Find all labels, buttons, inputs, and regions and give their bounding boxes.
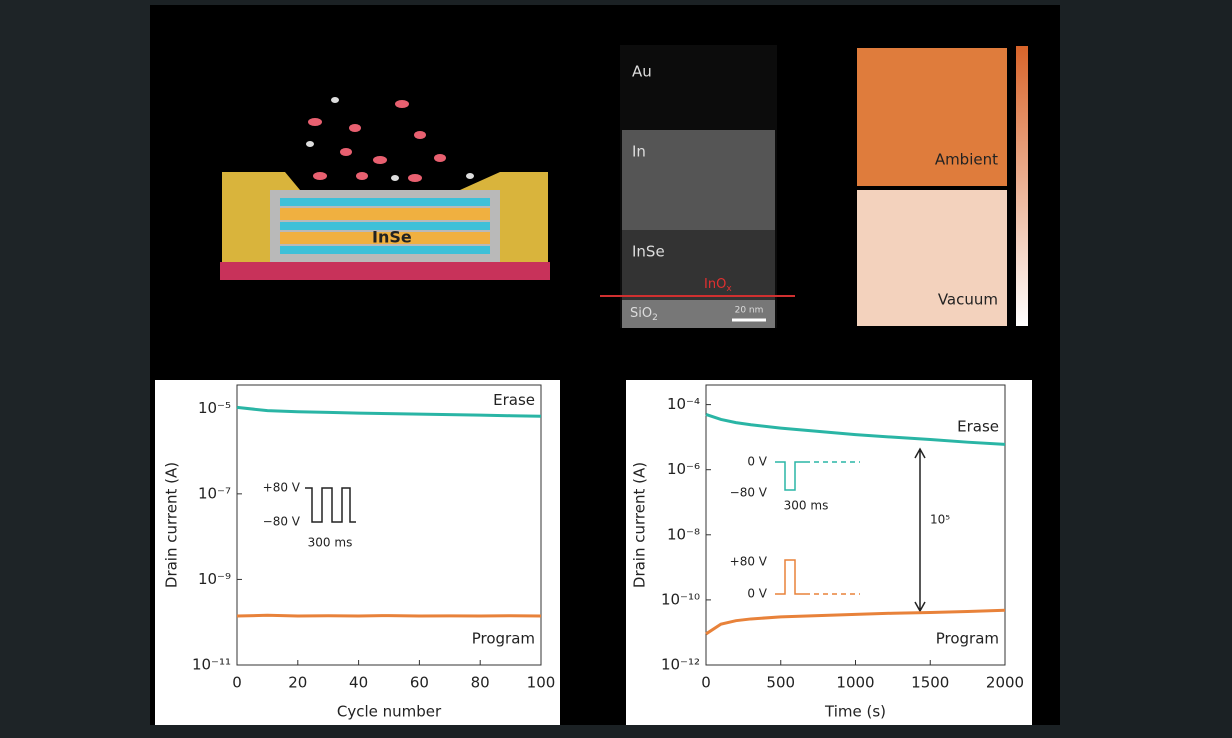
tem-image: Au In InSe InOx SiO2 20 nm: [600, 45, 795, 328]
x-tick-label: 60: [410, 674, 429, 692]
y-tick-label: 10⁻⁴: [667, 395, 700, 413]
series-label: Program: [936, 630, 999, 648]
annotation: 0 V: [747, 455, 767, 469]
layer-label: InSe: [632, 243, 665, 261]
annotation: 300 ms: [308, 536, 353, 550]
y-axis-title: Drain current (A): [163, 462, 181, 588]
x-axis-title: Cycle number: [337, 703, 442, 721]
material-label: InSe: [372, 228, 412, 247]
x-tick-label: 1000: [836, 674, 874, 692]
y-axis-title: Drain current (A): [631, 462, 649, 588]
map-label: Vacuum: [938, 291, 998, 309]
x-tick-label: 2000: [986, 674, 1024, 692]
x-tick-label: 80: [471, 674, 490, 692]
x-tick-label: 20: [288, 674, 307, 692]
annotation: +80 V: [263, 481, 301, 495]
oxide-sub: x: [726, 284, 732, 294]
series-label: Erase: [957, 418, 999, 436]
annotation: −80 V: [730, 486, 768, 500]
y-tick-label: 10⁻¹¹: [192, 656, 231, 674]
annotation: 10⁵: [930, 513, 950, 527]
series-line: [237, 615, 541, 616]
annotation: +80 V: [730, 555, 768, 569]
y-tick-label: 10⁻⁹: [198, 570, 231, 588]
map-label: Ambient: [935, 151, 998, 169]
viewer: InSe Au In InSe InOx SiO2 20 nm Ambient …: [0, 0, 1232, 738]
y-tick-label: 10⁻⁵: [198, 399, 231, 417]
oxide-base: InO: [704, 277, 726, 292]
substrate-sub: 2: [652, 313, 658, 323]
x-axis-title: Time (s): [824, 703, 886, 721]
x-tick-label: 500: [766, 674, 795, 692]
annotation: 0 V: [747, 587, 767, 601]
y-tick-label: 10⁻⁸: [667, 525, 700, 543]
y-tick-label: 10⁻¹²: [661, 656, 700, 674]
x-tick-label: 100: [527, 674, 556, 692]
substrate-base: SiO: [630, 306, 652, 321]
annotation: −80 V: [263, 515, 301, 529]
series-label: Erase: [493, 391, 535, 409]
x-tick-label: 40: [349, 674, 368, 692]
x-tick-label: 1500: [911, 674, 949, 692]
layer-label: Au: [632, 63, 652, 81]
x-tick-label: 0: [232, 674, 242, 692]
y-tick-label: 10⁻⁷: [198, 484, 231, 502]
layer-label: In: [632, 143, 646, 161]
y-tick-label: 10⁻⁶: [667, 460, 700, 478]
y-tick-label: 10⁻¹⁰: [661, 590, 700, 608]
maps: Ambient Vacuum: [857, 46, 1028, 326]
x-tick-label: 0: [701, 674, 711, 692]
annotation: 300 ms: [784, 499, 829, 513]
scale-bar: 20 nm: [735, 306, 764, 316]
side-panel: [0, 0, 150, 738]
series-label: Program: [472, 630, 535, 648]
